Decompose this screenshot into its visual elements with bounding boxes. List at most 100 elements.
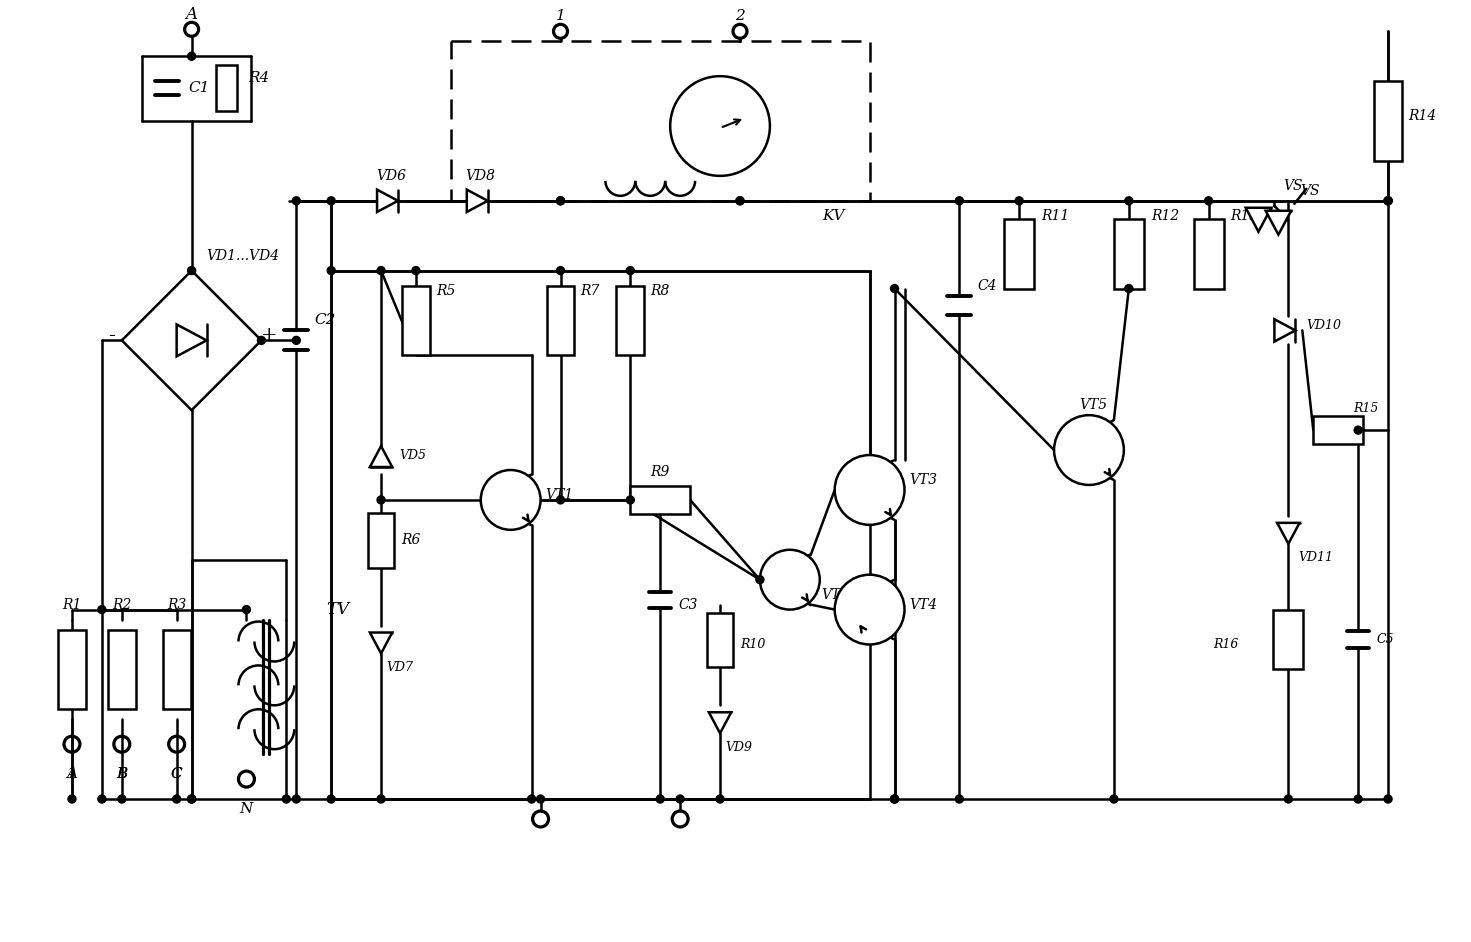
Bar bbox=[57, 629, 85, 709]
Text: C5: C5 bbox=[1375, 633, 1393, 646]
Polygon shape bbox=[377, 189, 399, 212]
Text: VS: VS bbox=[1283, 179, 1303, 193]
Bar bbox=[107, 629, 135, 709]
Circle shape bbox=[257, 336, 265, 345]
Circle shape bbox=[1384, 197, 1392, 204]
Text: R1: R1 bbox=[62, 597, 82, 611]
Text: C3: C3 bbox=[678, 597, 697, 611]
Text: -: - bbox=[109, 326, 115, 345]
Text: A: A bbox=[66, 767, 78, 781]
Text: 1: 1 bbox=[556, 9, 565, 24]
Text: R6: R6 bbox=[402, 533, 421, 546]
Circle shape bbox=[528, 795, 535, 803]
Polygon shape bbox=[709, 712, 731, 733]
Text: VD10: VD10 bbox=[1306, 319, 1342, 332]
Text: R8: R8 bbox=[650, 284, 669, 298]
Bar bbox=[216, 65, 237, 111]
Text: VD6: VD6 bbox=[377, 169, 406, 183]
Circle shape bbox=[293, 795, 300, 803]
Circle shape bbox=[327, 197, 335, 204]
Polygon shape bbox=[1265, 211, 1292, 235]
Text: VT2: VT2 bbox=[822, 588, 850, 602]
Circle shape bbox=[671, 76, 769, 176]
Circle shape bbox=[243, 606, 250, 613]
Circle shape bbox=[627, 495, 634, 504]
Circle shape bbox=[1384, 197, 1392, 204]
Circle shape bbox=[188, 795, 196, 803]
Text: VD5: VD5 bbox=[399, 448, 427, 462]
Circle shape bbox=[99, 795, 106, 803]
Circle shape bbox=[377, 495, 385, 504]
Bar bbox=[1193, 219, 1224, 288]
Circle shape bbox=[377, 795, 385, 803]
Circle shape bbox=[68, 795, 76, 803]
Circle shape bbox=[327, 795, 335, 803]
Text: A: A bbox=[185, 6, 197, 23]
Polygon shape bbox=[177, 324, 206, 356]
Bar bbox=[331, 270, 869, 799]
Circle shape bbox=[293, 336, 300, 345]
Circle shape bbox=[293, 197, 300, 204]
Text: R4: R4 bbox=[249, 72, 269, 85]
Circle shape bbox=[1125, 284, 1133, 293]
Text: VD11: VD11 bbox=[1299, 551, 1333, 564]
Circle shape bbox=[736, 197, 744, 204]
Text: TV: TV bbox=[327, 601, 349, 618]
Text: B: B bbox=[116, 767, 128, 781]
Circle shape bbox=[1125, 197, 1133, 204]
Text: R12: R12 bbox=[1150, 209, 1180, 222]
Text: R2: R2 bbox=[112, 597, 131, 611]
Circle shape bbox=[327, 267, 335, 274]
Circle shape bbox=[955, 795, 964, 803]
Circle shape bbox=[556, 197, 565, 204]
Circle shape bbox=[677, 795, 684, 803]
Bar bbox=[1374, 81, 1402, 161]
Text: VD7: VD7 bbox=[385, 661, 413, 674]
Circle shape bbox=[412, 267, 419, 274]
Text: R9: R9 bbox=[650, 465, 669, 479]
Circle shape bbox=[481, 470, 540, 529]
Text: VT1: VT1 bbox=[546, 488, 574, 502]
Polygon shape bbox=[1277, 523, 1299, 544]
Circle shape bbox=[1355, 795, 1362, 803]
Text: 1: 1 bbox=[68, 767, 76, 781]
Bar bbox=[708, 612, 733, 668]
Text: B: B bbox=[116, 767, 128, 781]
Text: R16: R16 bbox=[1214, 638, 1239, 651]
Bar bbox=[368, 512, 394, 568]
Text: VD8: VD8 bbox=[466, 169, 496, 183]
Bar bbox=[1114, 219, 1144, 288]
Circle shape bbox=[377, 267, 385, 274]
Circle shape bbox=[188, 267, 196, 274]
Text: R14: R14 bbox=[1408, 109, 1436, 123]
Text: R13: R13 bbox=[1231, 209, 1259, 222]
Circle shape bbox=[656, 795, 665, 803]
Text: +: + bbox=[262, 326, 278, 345]
Circle shape bbox=[890, 284, 899, 293]
Circle shape bbox=[1205, 197, 1212, 204]
Text: VT4: VT4 bbox=[909, 597, 937, 611]
Text: N: N bbox=[240, 802, 253, 816]
Circle shape bbox=[188, 52, 196, 60]
Text: R7: R7 bbox=[581, 284, 600, 298]
Text: C1: C1 bbox=[188, 81, 210, 95]
Polygon shape bbox=[1274, 319, 1296, 342]
Text: R15: R15 bbox=[1353, 401, 1378, 414]
Circle shape bbox=[834, 575, 905, 644]
Bar bbox=[1005, 219, 1034, 288]
Circle shape bbox=[1111, 795, 1118, 803]
Bar bbox=[616, 285, 644, 355]
Bar bbox=[547, 285, 575, 355]
Text: R5: R5 bbox=[435, 284, 455, 298]
Text: R11: R11 bbox=[1041, 209, 1069, 222]
Polygon shape bbox=[369, 632, 393, 654]
Text: VT5: VT5 bbox=[1080, 398, 1108, 413]
Text: VD9: VD9 bbox=[725, 740, 752, 754]
Circle shape bbox=[172, 795, 181, 803]
Text: C2: C2 bbox=[315, 314, 335, 328]
Circle shape bbox=[627, 267, 634, 274]
Text: C: C bbox=[171, 767, 182, 781]
Circle shape bbox=[556, 197, 565, 204]
Circle shape bbox=[1355, 426, 1362, 434]
Circle shape bbox=[716, 795, 724, 803]
